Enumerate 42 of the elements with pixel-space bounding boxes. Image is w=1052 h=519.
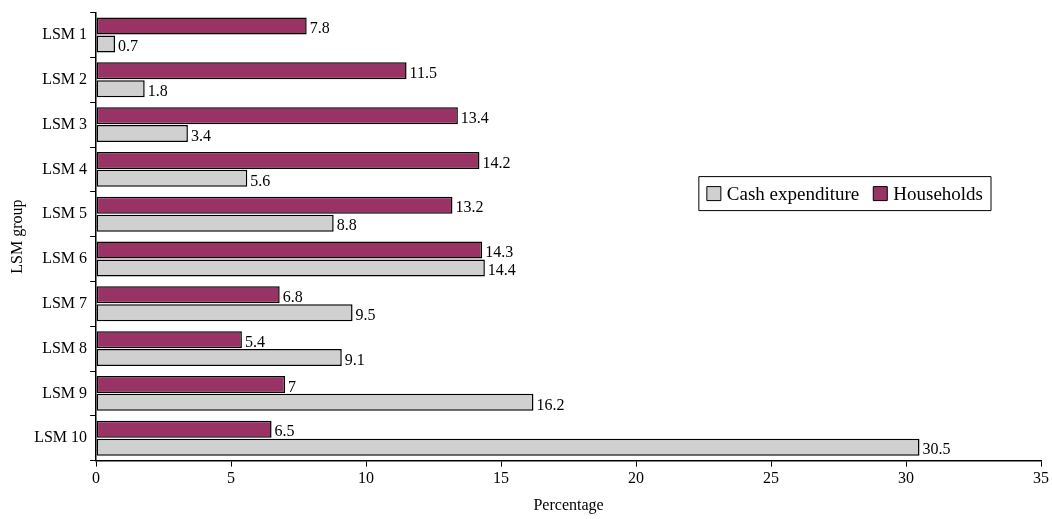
data-label: 6.5 bbox=[274, 422, 295, 440]
y-tick-label: LSM 9 bbox=[42, 383, 88, 401]
data-label: 14.3 bbox=[485, 243, 514, 261]
data-label: 11.5 bbox=[409, 64, 437, 82]
data-label: 5.6 bbox=[250, 171, 271, 189]
data-label: 14.2 bbox=[482, 153, 511, 171]
y-axis-title: LSM group bbox=[7, 199, 26, 274]
data-label: 5.4 bbox=[244, 332, 265, 350]
data-label: 8.8 bbox=[336, 216, 357, 234]
y-tick-label: LSM 6 bbox=[42, 249, 88, 267]
x-tick-label: 15 bbox=[493, 469, 510, 487]
data-label: 13.2 bbox=[455, 198, 484, 216]
y-tick-label: LSM 4 bbox=[42, 159, 88, 177]
data-label: 0.7 bbox=[118, 37, 138, 55]
data-label: 14.4 bbox=[487, 261, 516, 279]
y-tick-label: LSM 2 bbox=[42, 70, 88, 87]
x-tick-label: 20 bbox=[628, 469, 645, 487]
x-tick-label: 5 bbox=[227, 469, 236, 487]
x-tick-label: 10 bbox=[358, 469, 375, 487]
x-tick-label: 30 bbox=[898, 469, 915, 487]
y-tick-label: LSM 3 bbox=[42, 114, 88, 132]
y-tick-label: LSM 7 bbox=[42, 294, 88, 311]
data-label: 9.1 bbox=[344, 350, 365, 368]
legend-label: Households bbox=[893, 182, 984, 204]
y-tick-label: LSM 10 bbox=[34, 428, 88, 446]
data-label: 1.8 bbox=[147, 81, 168, 99]
y-tick-label: LSM 5 bbox=[42, 204, 88, 222]
data-label: 6.8 bbox=[282, 288, 303, 306]
data-label: 30.5 bbox=[922, 440, 951, 458]
data-label: 16.2 bbox=[536, 395, 565, 413]
y-tick-label: LSM 1 bbox=[42, 25, 88, 43]
x-axis-title: Percentage bbox=[533, 495, 604, 514]
y-tick-label: LSM 8 bbox=[42, 338, 88, 356]
data-label: 13.4 bbox=[460, 108, 489, 126]
data-label: 7.8 bbox=[309, 19, 330, 37]
data-label: 9.5 bbox=[355, 305, 376, 323]
x-tick-label: 25 bbox=[763, 469, 780, 487]
x-tick-label: 0 bbox=[92, 469, 101, 487]
legend-label: Cash expenditure bbox=[726, 182, 860, 204]
data-label: 7 bbox=[288, 377, 297, 395]
data-label: 3.4 bbox=[190, 126, 211, 144]
x-tick-label: 35 bbox=[1033, 469, 1049, 487]
